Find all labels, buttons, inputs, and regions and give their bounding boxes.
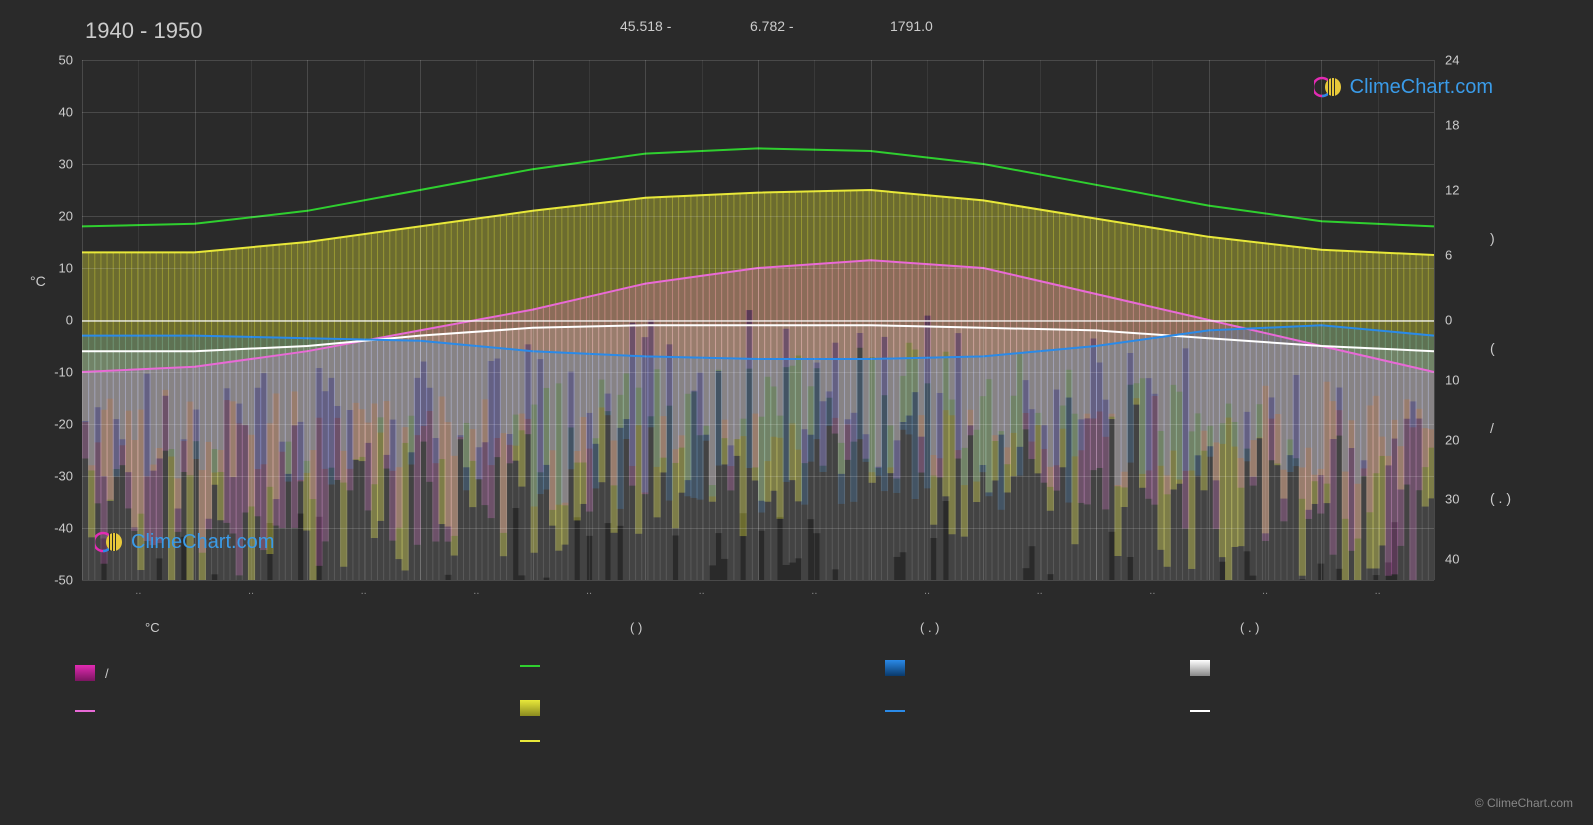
right-axis-decor-open: ( — [1490, 340, 1495, 356]
left-tick-label: 0 — [66, 313, 73, 328]
left-tick-label: 30 — [59, 157, 73, 172]
month-tick: .. — [473, 585, 479, 597]
legend-item-yellowswatch — [520, 700, 540, 716]
legend-header-3: ( . ) — [920, 620, 940, 635]
left-tick-label: 50 — [59, 53, 73, 68]
legend-header-temp: °C — [145, 620, 160, 635]
brand-text: ClimeChart.com — [1350, 76, 1493, 99]
coord-alt: 1791.0 — [890, 18, 933, 34]
climechart-icon — [1314, 75, 1344, 99]
right-tick-label: 20 — [1445, 432, 1459, 447]
brand-text: ClimeChart.com — [131, 531, 274, 554]
gridline-v — [307, 60, 308, 580]
swatch-line-pink — [75, 710, 95, 712]
legend-item-whiteswatch — [1190, 660, 1210, 676]
right-tick-label: 30 — [1445, 492, 1459, 507]
right-axis-decor-slash: / — [1490, 420, 1494, 436]
swatch-line-yellow — [520, 740, 540, 742]
legend-header-4: ( . ) — [1240, 620, 1260, 635]
chart-title: 1940 - 1950 — [85, 18, 202, 44]
gridline-v-minor — [364, 60, 365, 580]
gridline-v-minor — [138, 60, 139, 580]
legend-item-greenline — [520, 665, 540, 667]
gridline-v-minor — [589, 60, 590, 580]
gridline-v — [983, 60, 984, 580]
right-tick-label: 10 — [1445, 372, 1459, 387]
gridline-v — [1321, 60, 1322, 580]
swatch-magenta — [75, 665, 95, 681]
gridline-v — [533, 60, 534, 580]
right-tick-label: 6 — [1445, 248, 1452, 263]
coord-lat: 45.518 - — [620, 18, 671, 34]
gridline-v — [195, 60, 196, 580]
gridline-v — [645, 60, 646, 580]
copyright-text: © ClimeChart.com — [1475, 796, 1573, 810]
gridline-v — [758, 60, 759, 580]
right-tick-label: 24 — [1445, 53, 1459, 68]
left-tick-label: -30 — [54, 469, 73, 484]
coord-lon: 6.782 - — [750, 18, 794, 34]
month-tick: .. — [1149, 585, 1155, 597]
right-tick-label: 0 — [1445, 313, 1452, 328]
left-tick-label: 20 — [59, 209, 73, 224]
left-tick-label: -40 — [54, 521, 73, 536]
month-tick: .. — [1262, 585, 1268, 597]
right-axis-decor-paren: ) — [1490, 230, 1495, 246]
gridline-v-minor — [814, 60, 815, 580]
right-tick-label: 40 — [1445, 552, 1459, 567]
swatch-white — [1190, 660, 1210, 676]
left-axis-unit: °C — [30, 273, 46, 289]
gridline-v-minor — [927, 60, 928, 580]
month-tick: .. — [586, 585, 592, 597]
gridline-v-minor — [1378, 60, 1379, 580]
gridline-v-minor — [1265, 60, 1266, 580]
month-tick: .. — [248, 585, 254, 597]
gridline-v — [82, 60, 83, 580]
gridline-v — [1096, 60, 1097, 580]
brand-logo-bottom: ClimeChart.com — [95, 530, 274, 554]
left-tick-label: 40 — [59, 105, 73, 120]
legend-label: / — [105, 666, 109, 681]
legend-item-yellowline — [520, 740, 540, 742]
month-tick: .. — [699, 585, 705, 597]
gridline-v — [420, 60, 421, 580]
gridline-h — [82, 580, 1434, 581]
left-tick-label: -20 — [54, 417, 73, 432]
month-tick: .. — [811, 585, 817, 597]
legend-item-pinkline — [75, 710, 95, 712]
month-tick: .. — [1037, 585, 1043, 597]
gridline-v-minor — [1152, 60, 1153, 580]
swatch-yellow — [520, 700, 540, 716]
right-axis-decor-dotparen: ( . ) — [1490, 490, 1511, 506]
legend-item-blueswatch — [885, 660, 905, 676]
month-tick: .. — [924, 585, 930, 597]
climechart-icon — [95, 530, 125, 554]
gridline-v-minor — [476, 60, 477, 580]
legend-item-maxmin: / — [75, 665, 109, 681]
month-tick: .. — [361, 585, 367, 597]
brand-logo-top: ClimeChart.com — [1314, 75, 1493, 99]
gridline-v-minor — [702, 60, 703, 580]
left-tick-label: 10 — [59, 261, 73, 276]
swatch-line-white — [1190, 710, 1210, 712]
legend-header-2: ( ) — [630, 620, 642, 635]
chart-area — [82, 60, 1434, 580]
left-tick-label: -50 — [54, 573, 73, 588]
right-tick-label: 18 — [1445, 118, 1459, 133]
legend-item-blueline — [885, 710, 905, 712]
gridline-v — [871, 60, 872, 580]
swatch-blue — [885, 660, 905, 676]
swatch-line-blue — [885, 710, 905, 712]
gridline-v-minor — [1040, 60, 1041, 580]
left-tick-label: -10 — [54, 365, 73, 380]
month-tick: .. — [1375, 585, 1381, 597]
gridline-v — [1434, 60, 1435, 580]
swatch-line-green — [520, 665, 540, 667]
gridline-v — [1209, 60, 1210, 580]
gridline-v-minor — [251, 60, 252, 580]
right-tick-label: 12 — [1445, 183, 1459, 198]
month-tick: .. — [135, 585, 141, 597]
legend-item-whiteline — [1190, 710, 1210, 712]
